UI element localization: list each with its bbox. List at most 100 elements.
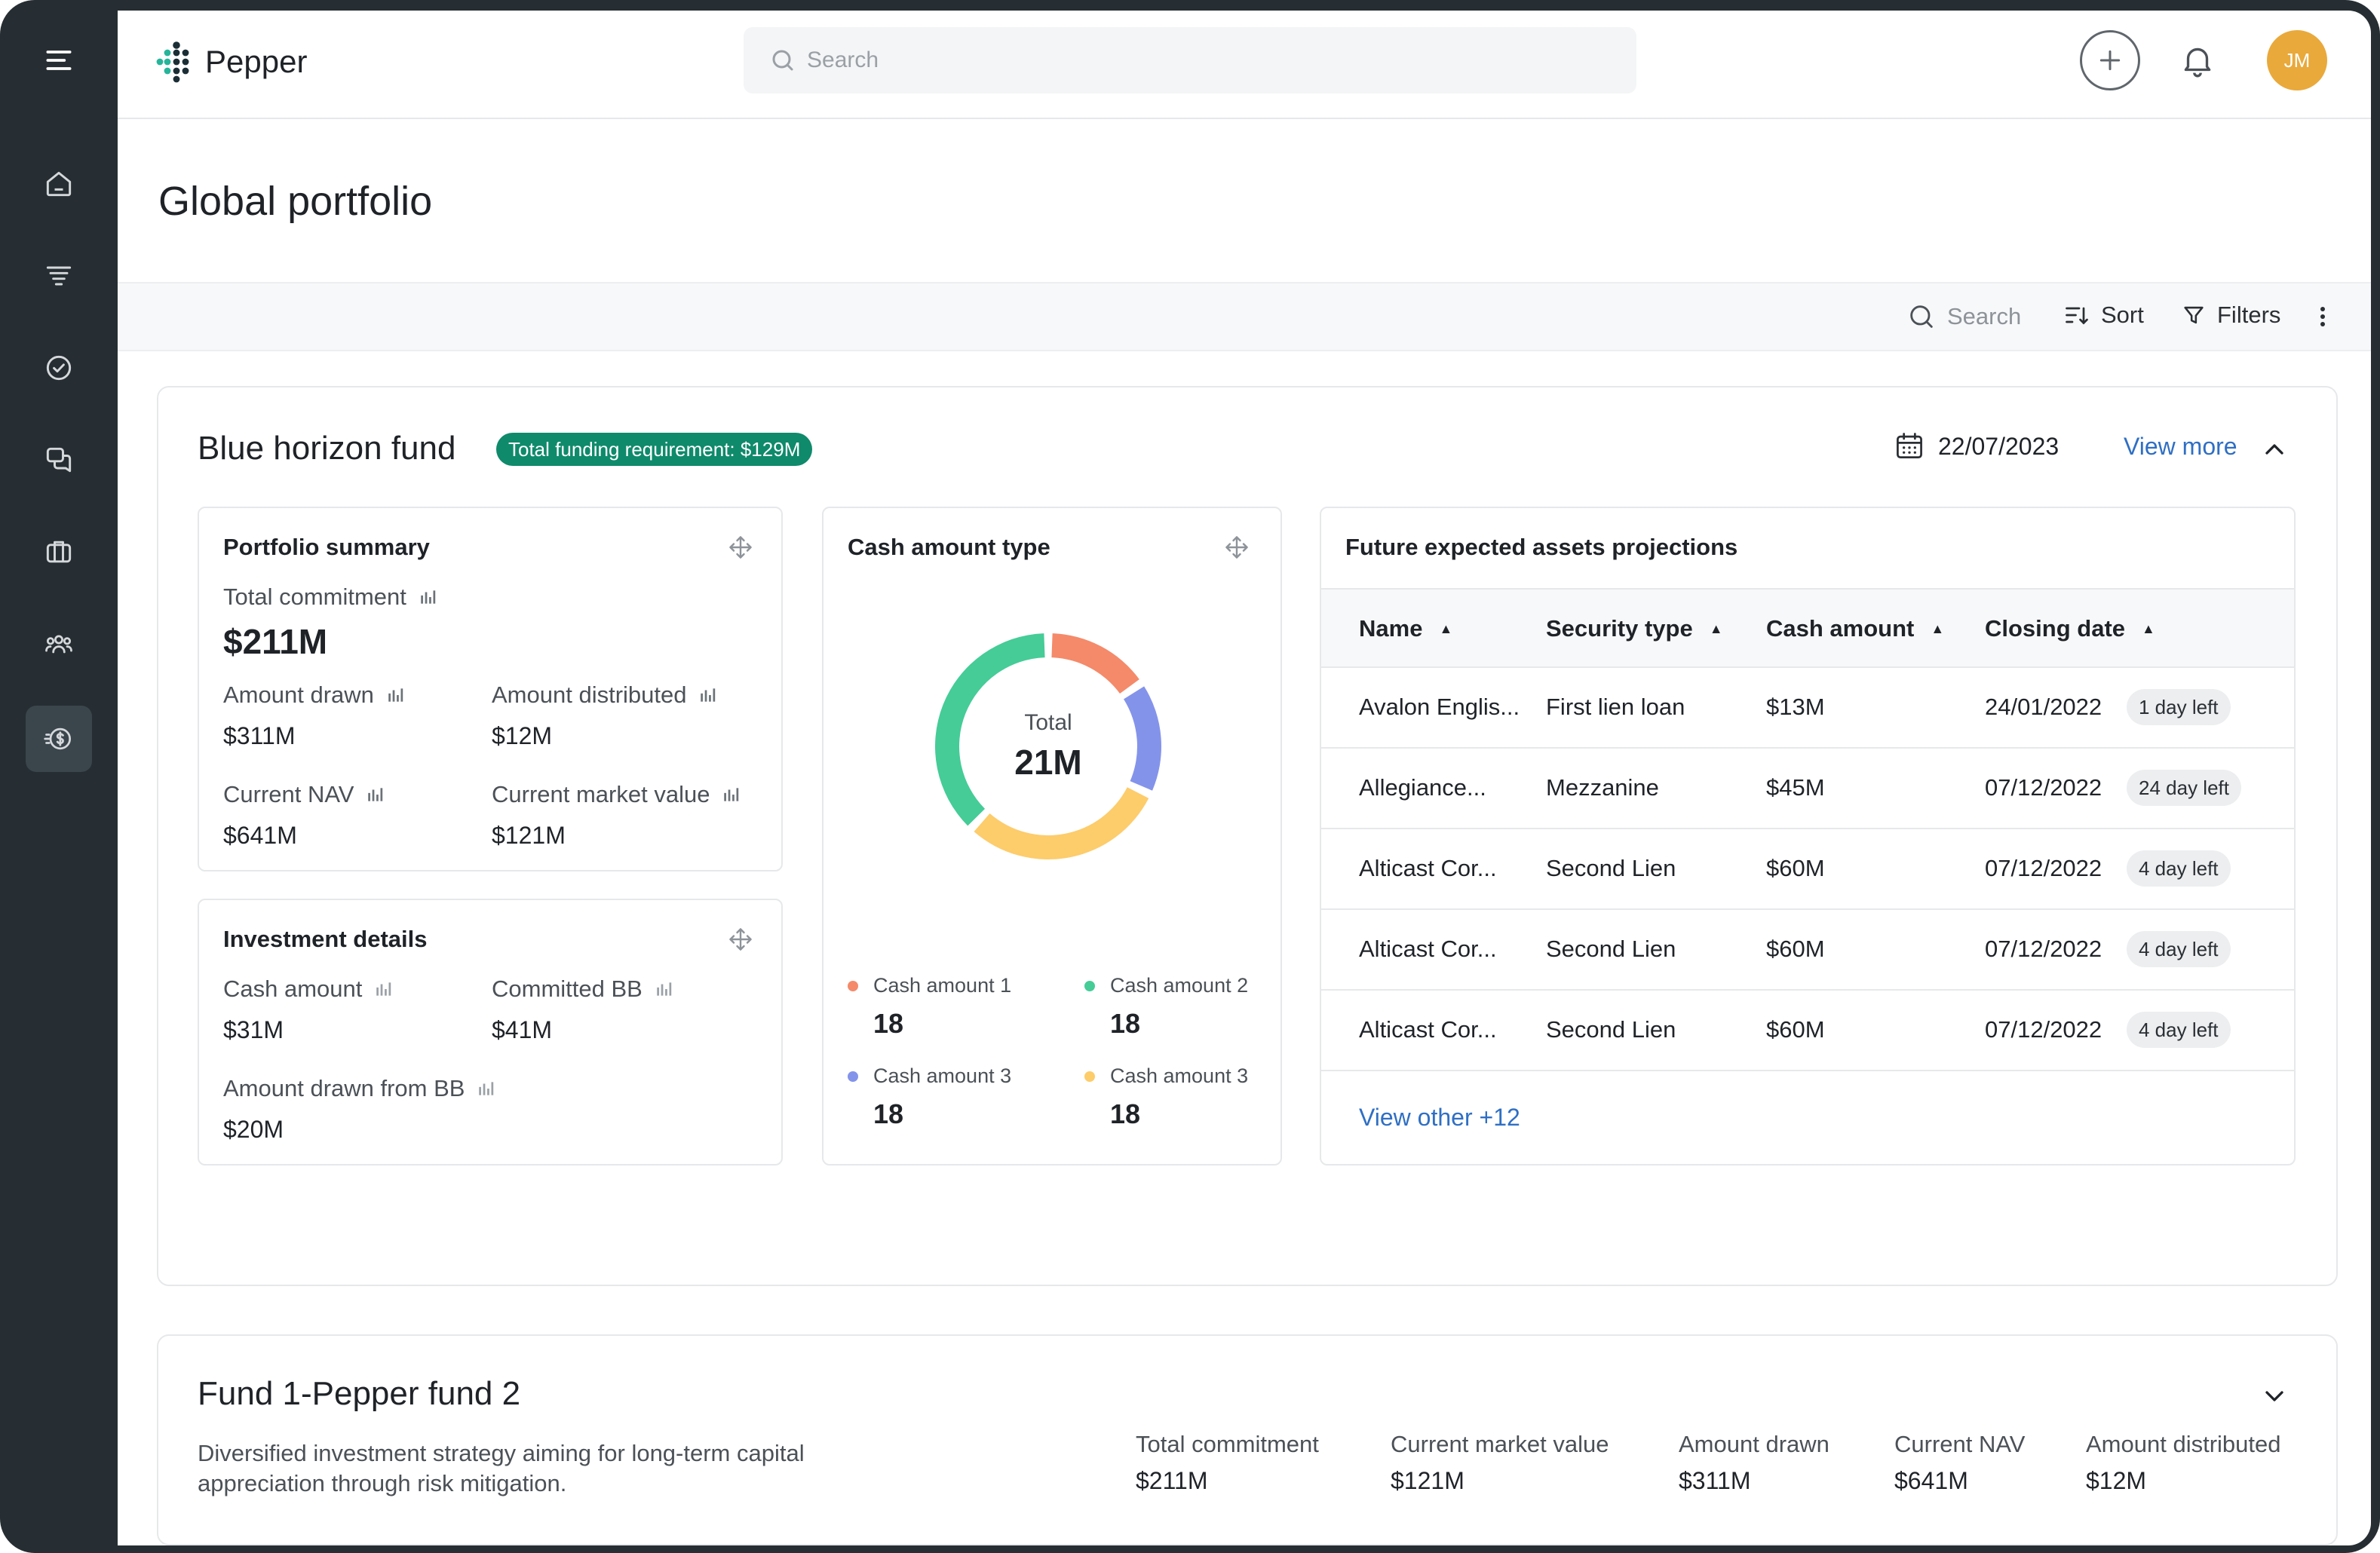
more-options-button[interactable]: [2312, 302, 2344, 332]
briefcase-icon[interactable]: [26, 519, 92, 585]
column-header-name[interactable]: Name ▲: [1359, 615, 1453, 642]
donut-segment[interactable]: [1124, 686, 1161, 791]
move-icon[interactable]: [727, 926, 754, 953]
total-commitment-metric: Total commitment $211M: [223, 584, 438, 662]
notifications-button[interactable]: [2173, 36, 2222, 84]
bar-chart-icon[interactable]: [366, 785, 385, 804]
total-commitment-value: $211M: [223, 622, 328, 661]
legend-dot: [1084, 980, 1095, 991]
expand-button[interactable]: [2259, 1381, 2290, 1415]
table-row[interactable]: Alticast Cor... Second Lien $60M 07/12/2…: [1321, 910, 2294, 991]
sort-arrow-icon: ▲: [1709, 620, 1723, 636]
table-row[interactable]: Avalon Englis... First lien loan $13M 24…: [1321, 668, 2294, 749]
current-market-value-value: $121M: [492, 822, 566, 849]
sort-arrow-icon: ▲: [1931, 620, 1945, 636]
cash-amount-type-title: Cash amount type: [848, 534, 1050, 560]
cell-cash-amount: $60M: [1766, 855, 1825, 881]
bar-chart-icon[interactable]: [722, 785, 741, 804]
bar-chart-icon[interactable]: [477, 1079, 496, 1098]
move-icon[interactable]: [727, 534, 754, 561]
funnel-icon[interactable]: [26, 243, 92, 309]
portfolio-summary-title: Portfolio summary: [223, 534, 430, 560]
fund2-metric-label: Current market value: [1391, 1431, 1609, 1457]
legend-dot: [848, 980, 858, 991]
fund-card-pepper-fund[interactable]: Fund 1-Pepper fund 2 Diversified investm…: [157, 1334, 2338, 1545]
table-row[interactable]: Allegiance... Mezzanine $45M 07/12/2022 …: [1321, 749, 2294, 829]
days-left-badge: 1 day left: [2127, 689, 2231, 725]
view-other-link[interactable]: View other +12: [1359, 1104, 1520, 1131]
bar-chart-icon[interactable]: [698, 685, 718, 705]
move-icon[interactable]: [1223, 534, 1250, 561]
legend-item: Cash amount 1 18: [848, 974, 1011, 1040]
logo[interactable]: Pepper: [155, 41, 307, 83]
legend-dot: [1084, 1071, 1095, 1082]
bar-chart-icon[interactable]: [374, 979, 394, 999]
table-row[interactable]: Alticast Cor... Second Lien $60M 07/12/2…: [1321, 991, 2294, 1071]
fund2-metric-value: $12M: [2086, 1467, 2147, 1494]
bar-chart-icon[interactable]: [386, 685, 406, 705]
check-circle-icon[interactable]: [26, 335, 92, 401]
sort-label: Sort: [2101, 302, 2144, 328]
fund2-metric-label: Total commitment: [1136, 1431, 1319, 1457]
fund-title: Blue horizon fund: [198, 430, 456, 467]
column-header-closing-date[interactable]: Closing date ▲: [1985, 615, 2155, 642]
amount-distributed-value: $12M: [492, 722, 553, 749]
global-search-input[interactable]: Search: [744, 27, 1636, 93]
donut-segment[interactable]: [935, 633, 1045, 826]
cell-closing-date: 24/01/2022: [1985, 694, 2102, 720]
avatar[interactable]: JM: [2267, 30, 2327, 90]
investment-details-title: Investment details: [223, 926, 428, 952]
amount-drawn-label: Amount drawn: [223, 682, 374, 708]
donut-segment[interactable]: [974, 787, 1149, 859]
fund2-metric-value: $641M: [1894, 1467, 1968, 1494]
collapse-button[interactable]: [2259, 434, 2290, 468]
users-icon[interactable]: [26, 611, 92, 677]
chat-icon[interactable]: [26, 427, 92, 493]
table-row[interactable]: Alticast Cor... Second Lien $60M 07/12/2…: [1321, 829, 2294, 910]
fund2-metric-label: Amount distributed: [2086, 1431, 2281, 1457]
cash-amount-value: $31M: [223, 1016, 284, 1043]
chevron-down-icon: [2265, 1391, 2283, 1401]
cell-name: Avalon Englis...: [1359, 694, 1520, 720]
current-nav-metric: Current NAV $641M: [223, 781, 385, 850]
legend-label: Cash amount 1: [873, 974, 1012, 997]
days-left-badge: 4 day left: [2127, 931, 2231, 967]
funding-requirement-badge: Total funding requirement: $129M: [496, 433, 813, 466]
bar-chart-icon[interactable]: [419, 587, 438, 607]
days-left-badge: 4 day left: [2127, 1012, 2231, 1048]
amount-drawn-bb-metric: Amount drawn from BB $20M: [223, 1075, 496, 1144]
list-search-button[interactable]: Search: [1906, 302, 2021, 332]
fund-date[interactable]: 22/07/2023: [1893, 430, 2059, 463]
column-header-cash-amount[interactable]: Cash amount ▲: [1766, 615, 1945, 642]
add-button[interactable]: [2080, 30, 2140, 90]
money-icon[interactable]: [26, 706, 92, 772]
legend-value: 18: [873, 1098, 904, 1129]
menu-icon[interactable]: [26, 27, 92, 93]
days-left-badge: 24 day left: [2127, 770, 2241, 806]
bar-chart-icon[interactable]: [655, 979, 674, 999]
app-name: Pepper: [205, 44, 308, 79]
column-header-security-type[interactable]: Security type ▲: [1546, 615, 1723, 642]
fund2-metric-label: Amount drawn: [1679, 1431, 1829, 1457]
amount-drawn-value: $311M: [223, 722, 296, 749]
donut-center-label: Total: [1024, 710, 1072, 735]
filters-button[interactable]: Filters: [2181, 302, 2280, 329]
cell-cash-amount: $60M: [1766, 1016, 1825, 1043]
amount-drawn-bb-value: $20M: [223, 1116, 284, 1143]
sort-arrow-icon: ▲: [1439, 620, 1453, 636]
current-nav-value: $641M: [223, 822, 297, 849]
sort-button[interactable]: Sort: [2063, 302, 2144, 329]
cash-amount-metric: Cash amount $31M: [223, 976, 394, 1044]
portfolio-summary-panel: Portfolio summary Total commitment $211M…: [198, 507, 783, 871]
donut-segment[interactable]: [1051, 633, 1139, 694]
cell-security-type: Mezzanine: [1546, 774, 1659, 801]
home-icon[interactable]: [26, 151, 92, 217]
committed-bb-value: $41M: [492, 1016, 553, 1043]
filter-icon: [2184, 306, 2204, 324]
view-more-link[interactable]: View more: [2124, 433, 2237, 460]
cell-closing-date: 07/12/2022: [1985, 774, 2102, 801]
cell-security-type: Second Lien: [1546, 936, 1676, 962]
legend-label: Cash amount 3: [873, 1064, 1012, 1087]
investment-details-panel: Investment details Cash amount $31M Comm…: [198, 899, 783, 1166]
